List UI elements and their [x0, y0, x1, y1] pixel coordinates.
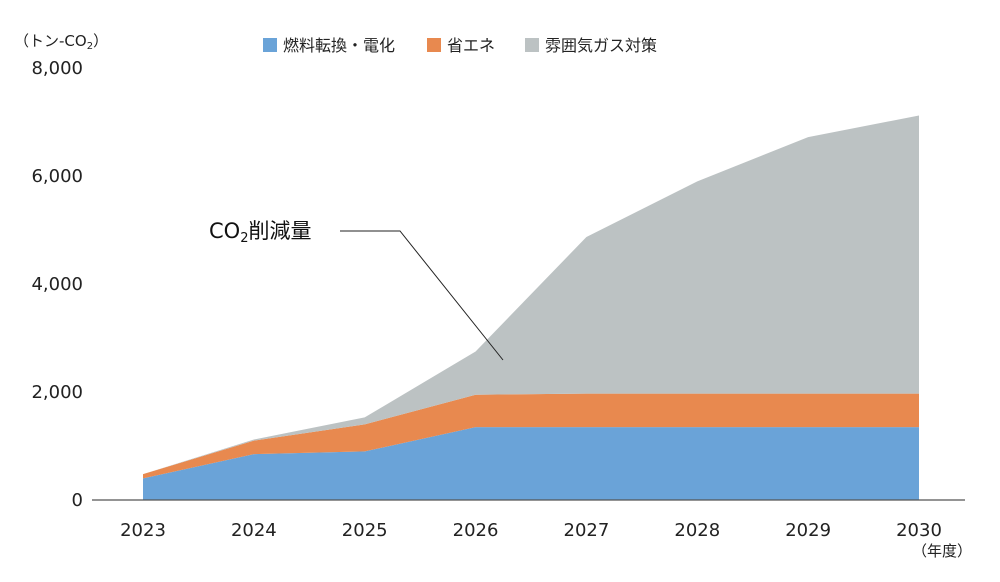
y-tick-label: 4,000 — [31, 274, 83, 295]
x-tick-label: 2025 — [342, 520, 388, 541]
x-tick-label: 2029 — [785, 520, 831, 541]
y-tick-label: 0 — [72, 490, 83, 511]
annotation-leader-line — [340, 230, 504, 361]
legend-label-3: 雰囲気ガス対策 — [545, 36, 657, 55]
legend-swatch-3 — [525, 38, 539, 52]
area-series-1 — [143, 427, 919, 500]
legend-swatch-1 — [263, 38, 277, 52]
x-tick-label: 2030 — [896, 520, 942, 541]
x-tick-label: 2028 — [674, 520, 720, 541]
x-tick-label: 2027 — [564, 520, 610, 541]
annotation-text: CO2削減量 — [209, 219, 311, 246]
y-tick-labels: 0 2,000 4,000 6,000 8,000 — [31, 58, 83, 511]
x-tick-label: 2023 — [120, 520, 166, 541]
y-unit-label: （トン-CO2） — [14, 32, 108, 52]
x-tick-labels: 2023 2024 2025 2026 2027 2028 2029 2030 — [120, 520, 942, 541]
x-unit-label: （年度） — [912, 542, 972, 560]
area-series-2 — [143, 393, 919, 479]
area-layers — [143, 115, 919, 500]
legend-label-1: 燃料転換・電化 — [283, 36, 395, 55]
annotation: CO2削減量 — [209, 219, 504, 361]
x-tick-label: 2026 — [453, 520, 499, 541]
legend-label-2: 省エネ — [447, 36, 495, 55]
legend-swatch-2 — [427, 38, 441, 52]
y-tick-label: 6,000 — [31, 166, 83, 187]
y-tick-label: 2,000 — [31, 382, 83, 403]
y-tick-label: 8,000 — [31, 58, 83, 79]
area-series-3 — [143, 115, 919, 475]
x-tick-label: 2024 — [231, 520, 277, 541]
legend: 燃料転換・電化 省エネ 雰囲気ガス対策 — [263, 36, 657, 55]
